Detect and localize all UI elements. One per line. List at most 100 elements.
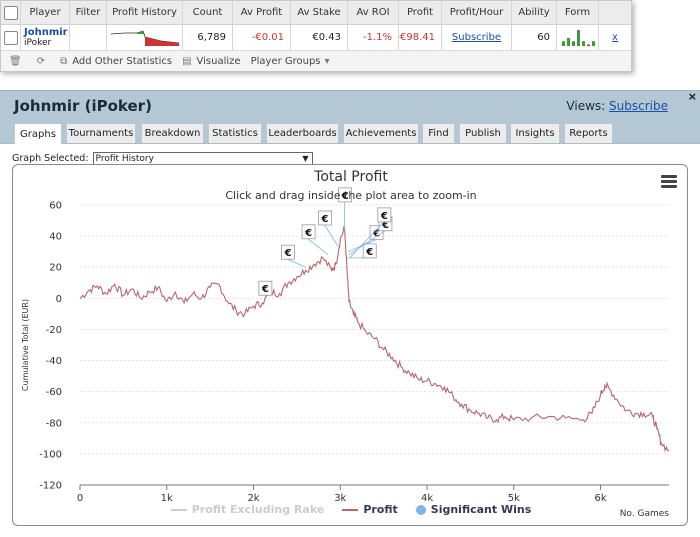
- legend-label-excluding-rake: Profit Excluding Rake: [191, 503, 325, 516]
- header-av-profit[interactable]: Av Profit: [233, 1, 291, 24]
- significant-win-connector: [349, 221, 385, 259]
- chart-icon: ▤: [182, 56, 192, 67]
- chevron-down-icon: ▾: [324, 56, 330, 67]
- profit-chart[interactable]: 60 40 20 0 -20 -40 -60 -80 -100 -120 0 1k 2k 3k 4k 5k 6k…: [12, 164, 688, 526]
- x-tick-label: 5k: [508, 493, 520, 504]
- significant-win-marker[interactable]: [258, 280, 273, 296]
- player-cell[interactable]: Johnmir iPoker: [21, 25, 70, 50]
- header-av-stake[interactable]: Av Stake: [291, 1, 348, 24]
- y-tick-label: 40: [49, 232, 62, 243]
- panel-header: Johnmir (iPoker) Views: Subscribe ×: [0, 90, 700, 120]
- significant-win-connector: [287, 258, 306, 268]
- close-icon[interactable]: ×: [687, 90, 697, 103]
- form-bar: [566, 37, 570, 46]
- form-bars: [561, 29, 595, 46]
- legend-label-significant-wins: Significant Wins: [430, 503, 532, 516]
- header-count[interactable]: Count: [183, 1, 233, 24]
- tab-breakdown[interactable]: Breakdown: [141, 123, 204, 143]
- stats-table-header: Player Filter Profit History Count Av Pr…: [1, 1, 631, 25]
- av-stake-value: €0.43: [291, 25, 348, 50]
- significant-win-marker[interactable]: [338, 187, 353, 203]
- profit-series-line[interactable]: [79, 225, 670, 453]
- stats-toolbar: 🗑 ⟳ ⧉ Add Other Statistics ▤ Visualize P…: [1, 52, 631, 71]
- header-ability[interactable]: Ability: [512, 1, 557, 24]
- page-title: Johnmir (iPoker): [14, 97, 152, 115]
- legend-item-significant-wins[interactable]: Significant Wins: [415, 503, 532, 516]
- tab-bar: Graphs Tournaments Breakdown Statistics …: [0, 120, 700, 144]
- add-other-statistics-label: Add Other Statistics: [72, 56, 173, 67]
- significant-win-label: €: [381, 220, 389, 231]
- significant-win-label: €: [380, 211, 388, 222]
- header-form[interactable]: Form: [557, 1, 599, 24]
- add-other-statistics-button[interactable]: ⧉ Add Other Statistics: [60, 56, 172, 67]
- y-tick-label: -40: [46, 356, 62, 367]
- tab-insights[interactable]: Insights: [510, 123, 560, 143]
- header-player[interactable]: Player: [21, 1, 70, 24]
- player-name[interactable]: Johnmir: [24, 26, 68, 38]
- tab-achievements[interactable]: Achievements: [343, 123, 419, 143]
- form-bar: [581, 40, 585, 46]
- views-label: Views:: [566, 99, 606, 113]
- y-axis-title: Cumulative Total (EUR): [21, 299, 30, 391]
- filter-cell[interactable]: [70, 25, 107, 50]
- y-tick-label: -100: [39, 449, 62, 460]
- tab-reports[interactable]: Reports: [564, 123, 613, 143]
- legend-item-excluding-rake[interactable]: Profit Excluding Rake: [170, 503, 325, 516]
- significant-win-label: €: [341, 191, 349, 202]
- table-row: Johnmir iPoker 6,789 -€0.01 €0.43 -1.1% …: [1, 25, 631, 51]
- trash-icon: 🗑: [9, 56, 22, 67]
- legend-label-profit: Profit: [363, 503, 398, 516]
- significant-win-label: €: [372, 229, 380, 240]
- player-groups-dropdown[interactable]: Player Groups ▾: [251, 56, 335, 67]
- significant-win-marker[interactable]: [301, 224, 316, 240]
- visualize-button[interactable]: ▤ Visualize: [182, 56, 241, 67]
- views-subscribe-link[interactable]: Subscribe: [609, 99, 668, 113]
- header-profit[interactable]: Profit: [399, 1, 442, 24]
- subscribe-link[interactable]: Subscribe: [451, 32, 502, 43]
- legend-item-profit[interactable]: Profit: [342, 503, 398, 516]
- profit-value: -€98.41: [399, 25, 442, 50]
- significant-win-label: €: [365, 247, 373, 258]
- chart-legend: Profit Excluding Rake Profit Significant…: [13, 503, 689, 516]
- tab-leaderboards[interactable]: Leaderboards: [266, 123, 339, 143]
- x-axis-title: No. Games: [619, 509, 669, 519]
- ability-value: 60: [512, 25, 557, 50]
- tab-tournaments[interactable]: Tournaments: [66, 123, 136, 143]
- chart-menu-icon[interactable]: [661, 175, 677, 190]
- significant-win-marker[interactable]: [281, 244, 295, 260]
- profit-history-sparkline[interactable]: [107, 25, 183, 50]
- tab-graphs[interactable]: Graphs: [14, 123, 62, 144]
- remove-row-link[interactable]: x: [612, 32, 618, 43]
- av-roi-value: -1.1%: [348, 25, 399, 50]
- graph-selected-value: Profit History: [95, 153, 154, 164]
- chevron-down-icon: ▼: [302, 154, 309, 163]
- header-profit-hour[interactable]: Profit/Hour: [442, 1, 512, 24]
- legend-swatch-excluding-rake: [170, 508, 187, 511]
- significant-win-marker[interactable]: [377, 207, 392, 223]
- refresh-button[interactable]: ⟳: [37, 56, 50, 67]
- refresh-icon: ⟳: [36, 56, 46, 67]
- significant-win-marker[interactable]: [362, 243, 377, 259]
- tab-publish[interactable]: Publish: [459, 123, 507, 143]
- header-av-roi[interactable]: Av ROI: [348, 1, 399, 24]
- row-checkbox[interactable]: [1, 25, 21, 50]
- significant-win-label: €: [284, 248, 292, 259]
- chart-title: Total Profit: [314, 169, 388, 185]
- form-bar: [576, 29, 580, 46]
- form-chart[interactable]: [557, 25, 599, 50]
- delete-button[interactable]: 🗑: [9, 56, 27, 67]
- chart-canvas[interactable]: 60 40 20 0 -20 -40 -60 -80 -100 -120 0 1k 2k 3k 4k 5k 6k…: [13, 165, 689, 527]
- header-filter[interactable]: Filter: [70, 1, 107, 24]
- y-tick-label: -80: [46, 418, 62, 429]
- x-tick-label: 1k: [161, 493, 173, 504]
- add-columns-icon: ⧉: [60, 56, 68, 67]
- tab-statistics[interactable]: Statistics: [208, 123, 262, 143]
- player-site: iPoker: [24, 37, 52, 48]
- significant-win-marker[interactable]: [318, 210, 332, 226]
- select-all-checkbox[interactable]: [1, 1, 21, 24]
- significant-win-label: €: [321, 214, 329, 225]
- tab-find[interactable]: Find: [422, 123, 455, 143]
- header-profit-history[interactable]: Profit History: [107, 1, 183, 24]
- y-tick-label: 20: [49, 263, 62, 274]
- y-tick-label: 60: [49, 201, 62, 212]
